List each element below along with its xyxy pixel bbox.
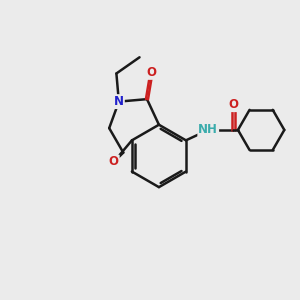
Text: N: N — [114, 95, 124, 108]
Text: O: O — [229, 98, 238, 111]
Text: O: O — [109, 155, 119, 169]
Text: O: O — [146, 66, 156, 79]
Text: NH: NH — [198, 123, 218, 136]
